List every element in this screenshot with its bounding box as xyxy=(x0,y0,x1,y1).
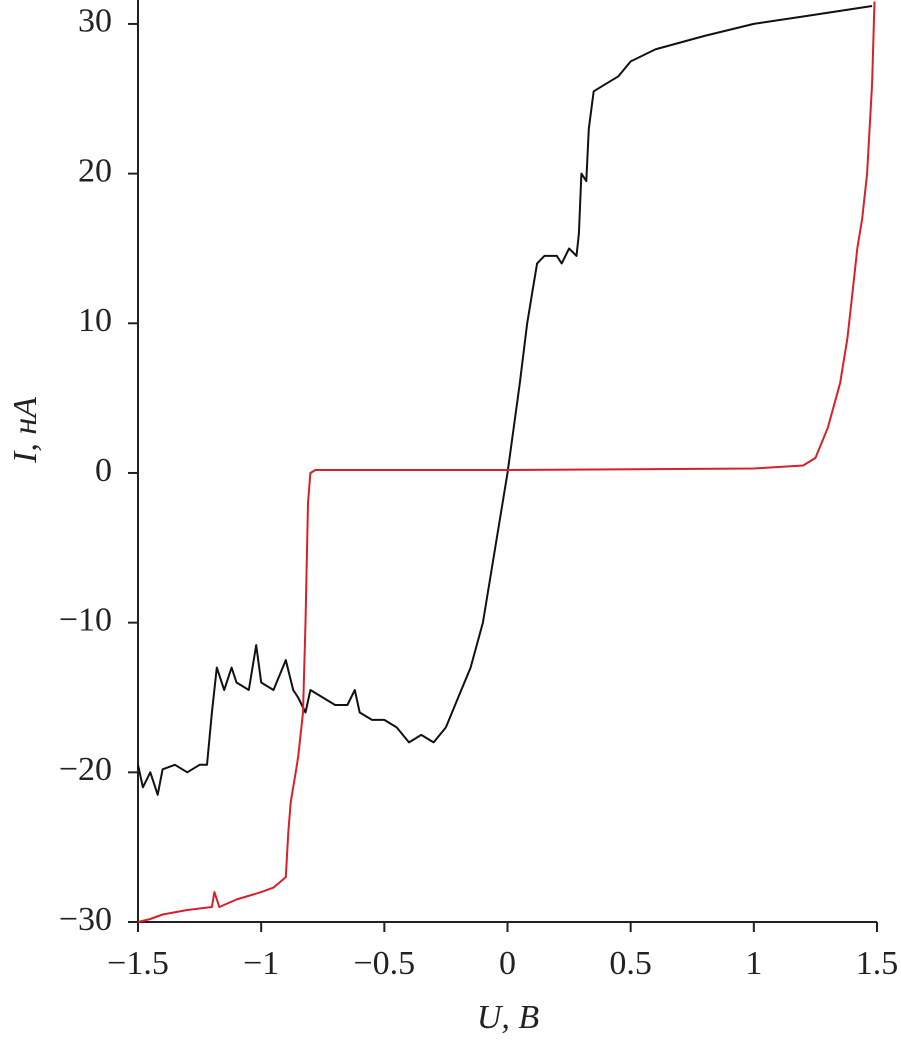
y-tick-label: 10 xyxy=(78,302,112,339)
x-tick-label: 0.5 xyxy=(609,945,652,982)
x-tick-label: −0.5 xyxy=(353,945,415,982)
y-tick-label: 20 xyxy=(78,152,112,189)
y-tick-label: 30 xyxy=(78,3,112,40)
y-tick-label: −10 xyxy=(59,601,112,638)
x-tick-label: −1 xyxy=(243,945,279,982)
y-tick-label: 0 xyxy=(95,452,112,489)
x-axis-label: U, В xyxy=(477,999,540,1036)
y-tick-label: −20 xyxy=(59,751,112,788)
series-line xyxy=(137,1,876,923)
y-tick-label: −30 xyxy=(59,901,112,938)
x-tick-label: 0 xyxy=(499,945,516,982)
series-line xyxy=(137,5,873,796)
x-tick-label: 1.5 xyxy=(856,945,899,982)
y-axis-label: I, нА xyxy=(7,397,44,464)
x-tick-label: 1 xyxy=(745,945,762,982)
x-tick-label: −1.5 xyxy=(107,945,169,982)
